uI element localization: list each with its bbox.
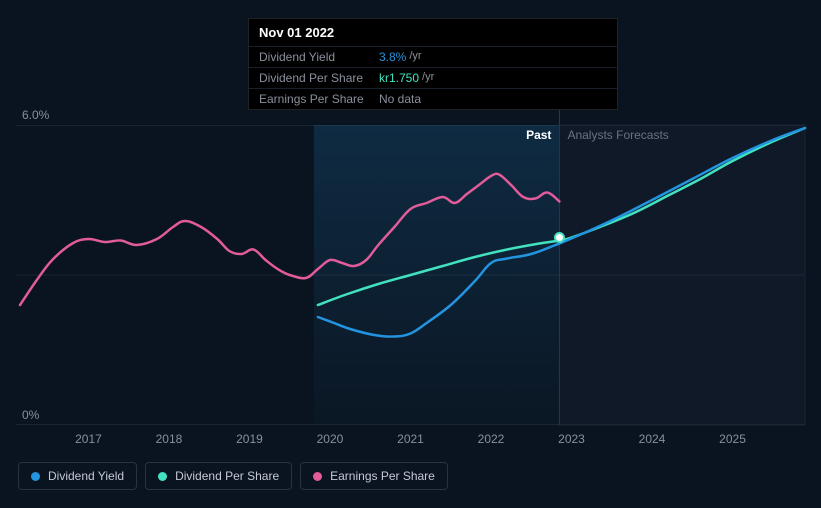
x-axis-tick: 2024 [639, 432, 666, 446]
tooltip-row-value: 3.8% [379, 50, 406, 64]
x-axis-tick: 2023 [558, 432, 585, 446]
legend-dot-icon [31, 472, 40, 481]
legend-item-label: Dividend Yield [48, 469, 124, 483]
tooltip-row-label: Dividend Per Share [259, 71, 379, 85]
chart-legend: Dividend Yield Dividend Per Share Earnings… [18, 462, 448, 490]
tooltip-row: Earnings Per ShareNo data [249, 88, 617, 109]
x-axis-tick: 2021 [397, 432, 424, 446]
tooltip-row: Dividend Per Sharekr1.750/yr [249, 67, 617, 88]
legend-item-label: Dividend Per Share [175, 469, 279, 483]
region-label-forecast: Analysts Forecasts [567, 128, 668, 142]
legend-item-label: Earnings Per Share [330, 469, 435, 483]
hover-dot [555, 233, 564, 242]
x-axis-tick: 2018 [156, 432, 183, 446]
legend-dot-icon [313, 472, 322, 481]
legend-item-dividend-per-share[interactable]: Dividend Per Share [145, 462, 292, 490]
tooltip-row: Dividend Yield3.8%/yr [249, 46, 617, 67]
chart-svg: Past Analysts Forecasts [16, 125, 805, 425]
tooltip-row-value: kr1.750 [379, 71, 419, 85]
x-axis-tick: 2025 [719, 432, 746, 446]
tooltip-row-value: No data [379, 92, 421, 106]
chart-tooltip: Nov 01 2022 Dividend Yield3.8%/yrDividen… [248, 18, 618, 110]
legend-item-earnings-per-share[interactable]: Earnings Per Share [300, 462, 448, 490]
tooltip-row-label: Earnings Per Share [259, 92, 379, 106]
tooltip-row-unit: /yr [409, 50, 421, 64]
x-axis-tick: 2019 [236, 432, 263, 446]
tooltip-row-unit: /yr [422, 71, 434, 85]
chart-plot-area[interactable]: Past Analysts Forecasts [16, 125, 805, 425]
y-axis-max-label: 6.0% [22, 108, 49, 122]
region-label-past: Past [526, 128, 551, 142]
tooltip-date: Nov 01 2022 [249, 19, 617, 46]
legend-dot-icon [158, 472, 167, 481]
x-axis-tick: 2017 [75, 432, 102, 446]
x-axis: 2017 2018 2019 2020 2021 2022 2023 2024 2025 [16, 432, 805, 452]
x-axis-tick: 2022 [478, 432, 505, 446]
legend-item-dividend-yield[interactable]: Dividend Yield [18, 462, 137, 490]
x-axis-tick: 2020 [317, 432, 344, 446]
tooltip-row-label: Dividend Yield [259, 50, 379, 64]
